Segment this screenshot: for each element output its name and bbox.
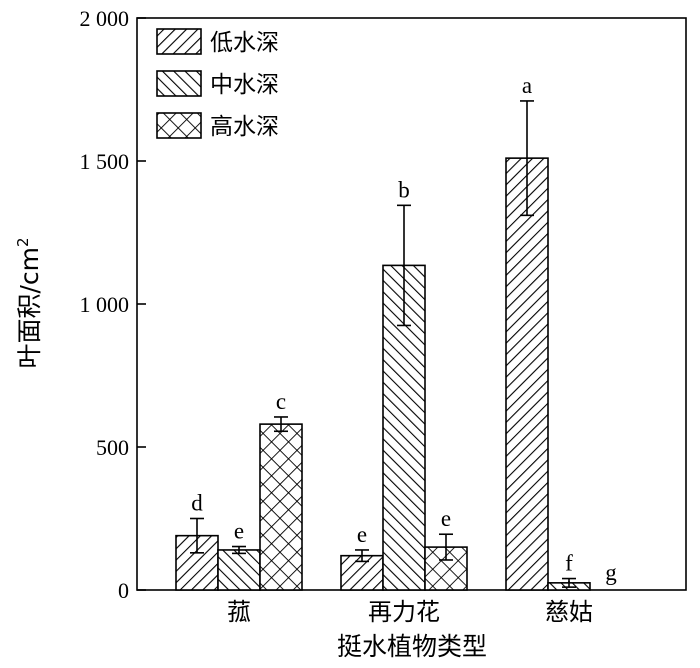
significance-label: a	[522, 73, 532, 98]
significance-label: g	[605, 560, 617, 585]
legend-swatch	[156, 70, 202, 97]
y-tick-label: 1 500	[80, 149, 130, 174]
bars-group: d e c e b e a f g	[175, 73, 617, 591]
y-axis-title: 叶面积/cm2	[14, 237, 44, 368]
x-tick-label: 再力花	[368, 598, 440, 626]
significance-label: f	[565, 551, 573, 576]
y-axis: 0 500 1 000 1 500 2 000	[80, 6, 146, 603]
significance-label: e	[234, 519, 244, 544]
significance-label: d	[191, 491, 203, 516]
significance-label: e	[441, 506, 451, 531]
y-tick-label: 2 000	[80, 6, 130, 31]
bar	[217, 549, 261, 591]
significance-label: b	[398, 177, 410, 202]
bar	[505, 157, 549, 591]
legend-label: 低水深	[210, 30, 279, 56]
bar	[259, 423, 303, 591]
x-axis-title: 挺水植物类型	[337, 632, 487, 661]
x-tick-label: 菰	[227, 598, 251, 626]
x-tick-label: 慈姑	[545, 598, 593, 626]
y-axis-title-text: 叶面积/cm	[15, 247, 44, 369]
y-tick-label: 1 000	[80, 292, 130, 317]
significance-label: c	[276, 389, 286, 414]
legend-label: 高水深	[210, 114, 279, 140]
legend-swatch	[156, 28, 202, 55]
x-axis: 菰 再力花 慈姑	[227, 581, 593, 626]
y-axis-title-superscript: 2	[14, 237, 32, 247]
legend-swatch	[156, 112, 202, 139]
y-tick-label: 0	[118, 578, 129, 603]
significance-label: e	[357, 522, 367, 547]
y-tick-label: 500	[96, 435, 129, 460]
legend-label: 中水深	[210, 72, 279, 98]
